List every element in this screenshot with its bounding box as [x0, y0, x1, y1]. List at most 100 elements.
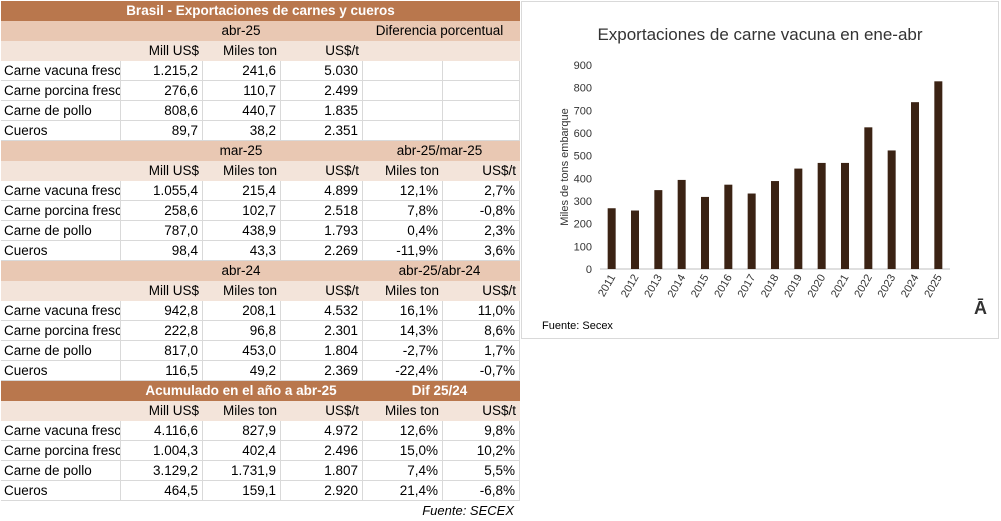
diff-col-header: Miles ton	[384, 283, 439, 298]
chart-panel: Exportaciones de carne vacuna en ene-abr…	[521, 1, 999, 339]
section-header-row: Acumulado en el año a abr-25 Dif 25/24	[1, 381, 520, 401]
section-period: abr-24	[221, 263, 261, 278]
table-row: Carne porcina fresca 258,6 102,7 2.518 7,8% -…	[1, 201, 520, 221]
table-cell: 1.004,3	[121, 441, 203, 461]
table-cell: 159,1	[203, 481, 281, 501]
table-cell: 402,4	[203, 441, 281, 461]
table-cell: 1.804	[281, 341, 363, 361]
bar-2017	[747, 193, 756, 269]
row-label: Carne de pollo	[1, 341, 121, 361]
section-spacer	[1, 381, 121, 401]
y-axis-label: Miles de tons embarque	[559, 108, 571, 225]
table-cell: 1,7%	[443, 341, 520, 361]
table-cell: 2,3%	[443, 221, 520, 241]
x-tick-label: 2013	[642, 273, 665, 300]
table-cell: 12,1%	[363, 181, 443, 201]
y-tick-label: 100	[574, 241, 592, 253]
table-cell: 464,5	[121, 481, 203, 501]
subheader-spacer	[1, 281, 121, 301]
subheader-spacer	[1, 401, 121, 421]
bar-2016	[724, 184, 733, 269]
row-label: Carne porcina fresca	[1, 81, 121, 101]
table-cell: 11,0%	[443, 301, 520, 321]
table-cell: 8,6%	[443, 321, 520, 341]
table-row: Carne de pollo 787,0 438,9 1.793 0,4% 2,3%	[1, 221, 520, 241]
table-row: Carne de pollo 808,6 440,7 1.835	[1, 101, 520, 121]
bar-2025	[934, 81, 943, 269]
y-tick-label: 200	[574, 219, 592, 231]
table-row: Cueros 464,5 159,1 2.920 21,4% -6,8%	[1, 481, 520, 501]
diff-col-header: US$/t	[482, 283, 516, 298]
exports-table: Brasil - Exportaciones de carnes y cuero…	[1, 1, 520, 521]
table-cell: 2.351	[281, 121, 363, 141]
table-cell: 241,6	[203, 61, 281, 81]
table-cell-empty	[363, 81, 443, 101]
bar-2015	[701, 196, 709, 269]
table-row: Cueros 98,4 43,3 2.269 -11,9% 3,6%	[1, 241, 520, 261]
table-cell: -2,7%	[363, 341, 443, 361]
table-cell-empty	[443, 121, 520, 141]
table-row: Carne porcina fresca 276,6 110,7 2.499	[1, 81, 520, 101]
y-tick-label: 500	[574, 151, 592, 163]
section-header-row: abr-25 Diferencia porcentual	[1, 21, 520, 41]
row-label: Carne de pollo	[1, 461, 121, 481]
y-tick-label: 800	[574, 83, 592, 95]
table-cell: 43,3	[203, 241, 281, 261]
table-cell: 276,6	[121, 81, 203, 101]
col-header: US$/t	[325, 43, 359, 58]
bar-2014	[677, 179, 686, 269]
table-cell: 1.807	[281, 461, 363, 481]
table-row: Cueros 116,5 49,2 2.369 -22,4% -0,7%	[1, 361, 520, 381]
section-diff-label: Dif 25/24	[411, 383, 468, 398]
table-cell: 208,1	[203, 301, 281, 321]
table-cell: 808,6	[121, 101, 203, 121]
table-cell: 2.518	[281, 201, 363, 221]
table-cell-empty	[363, 61, 443, 81]
col-header: Mill US$	[148, 283, 199, 298]
diff-col-header: US$/t	[482, 163, 516, 178]
y-tick-label: 700	[574, 105, 592, 117]
y-tick-label: 0	[586, 264, 592, 276]
table-cell: 116,5	[121, 361, 203, 381]
table-cell: 2.920	[281, 481, 363, 501]
table-cell: 16,1%	[363, 301, 443, 321]
table-cell: 5.030	[281, 61, 363, 81]
table-cell: 4.532	[281, 301, 363, 321]
y-tick-label: 900	[574, 60, 592, 72]
table-row: Carne vacuna fresca 942,8 208,1 4.532 16,1% 1…	[1, 301, 520, 321]
section-spacer	[1, 261, 121, 281]
table-cell: 98,4	[121, 241, 203, 261]
section-subheader-row: Mill US$ Miles ton US$/t Miles ton US$/t	[1, 401, 520, 421]
table-cell: 14,3%	[363, 321, 443, 341]
table-cell: 2.301	[281, 321, 363, 341]
table-cell: 38,2	[203, 121, 281, 141]
table-cell: 2.369	[281, 361, 363, 381]
table-cell: 1.055,4	[121, 181, 203, 201]
section-diff-label: Diferencia porcentual	[375, 23, 504, 38]
table-cell: 1.835	[281, 101, 363, 121]
col-header: Miles ton	[222, 283, 277, 298]
table-cell: 2,7%	[443, 181, 520, 201]
subheader-spacer	[1, 161, 121, 181]
table-cell: 453,0	[203, 341, 281, 361]
table-cell: 1.731,9	[203, 461, 281, 481]
x-tick-label: 2024	[899, 273, 922, 300]
diff-col-header: US$/t	[482, 403, 516, 418]
table-cell: -0,8%	[443, 201, 520, 221]
table-cell: 440,7	[203, 101, 281, 121]
section-subheader-row: Mill US$ Miles ton US$/t Miles ton US$/t	[1, 161, 520, 181]
table-cell: 12,6%	[363, 421, 443, 441]
x-tick-label: 2025	[922, 273, 945, 300]
chart-source: Fuente: Secex	[542, 320, 613, 332]
row-label: Cueros	[1, 481, 121, 501]
bar-2022	[864, 127, 873, 269]
table-row: Carne de pollo 3.129,2 1.731,9 1.807 7,4% 5,5…	[1, 461, 520, 481]
row-label: Cueros	[1, 361, 121, 381]
row-label: Carne vacuna fresca	[1, 181, 121, 201]
bar-chart: Exportaciones de carne vacuna en ene-abr…	[559, 25, 950, 300]
bar-2019	[794, 168, 803, 269]
col-header: Mill US$	[148, 163, 199, 178]
table-title: Brasil - Exportaciones de carnes y cuero…	[126, 3, 395, 18]
row-label: Carne porcina fresca	[1, 441, 121, 461]
table-row: Carne vacuna fresca 1.055,4 215,4 4.899 12,1…	[1, 181, 520, 201]
